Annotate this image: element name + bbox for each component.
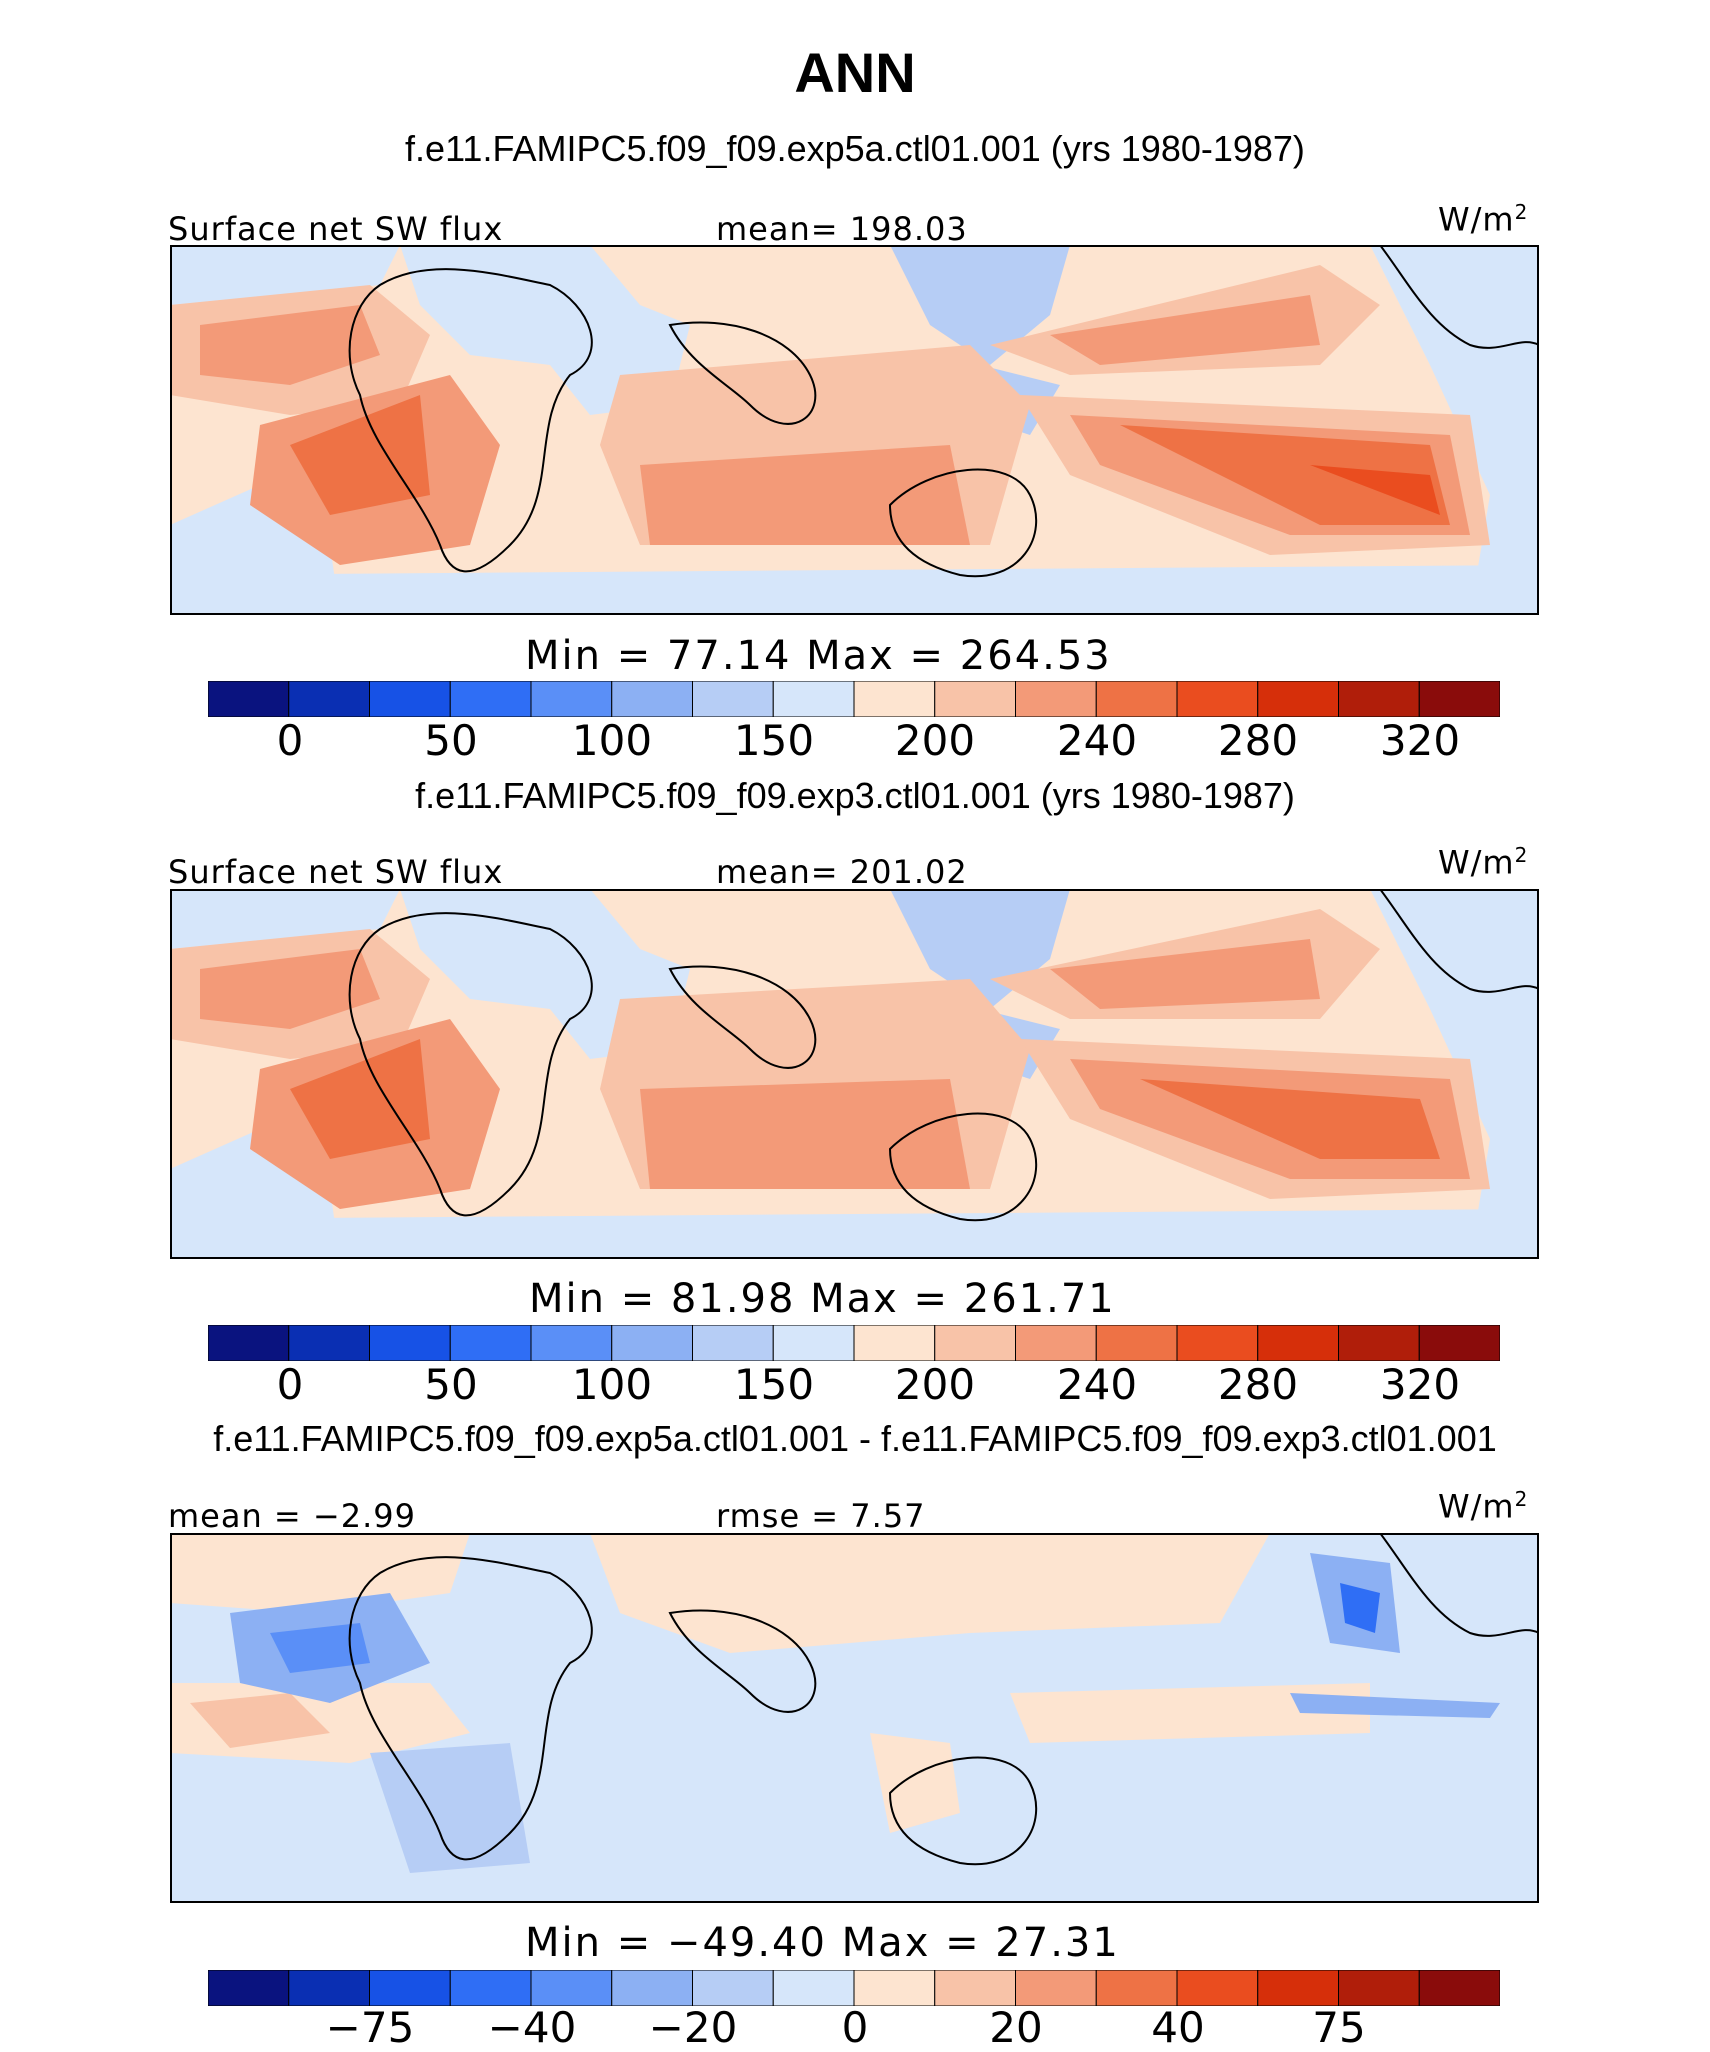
- colorbar-swatch: [1257, 1325, 1339, 1361]
- panel-3-tick: 0: [841, 2003, 869, 2052]
- colorbar-swatch: [449, 1970, 532, 2006]
- panel-2-minmax: Min = 81.98 Max = 261.71: [529, 1276, 1116, 1322]
- panel-2-units-label: W/m2: [1438, 843, 1529, 882]
- panel-1-case-label: f.e11.FAMIPC5.f09_f09.exp5a.ctl01.001 (y…: [405, 128, 1305, 169]
- panel-3-tick: 40: [1151, 2003, 1205, 2052]
- panel-2-tick: 240: [1056, 1360, 1138, 1409]
- panel-3-rmse-label: rmse = 7.57: [716, 1497, 926, 1535]
- colorbar-swatch: [1338, 1325, 1420, 1361]
- colorbar-swatch: [1176, 1325, 1259, 1361]
- panel-2-case-label: f.e11.FAMIPC5.f09_f09.exp3.ctl01.001 (yr…: [415, 775, 1295, 816]
- panel-3-tick: −40: [487, 2003, 577, 2052]
- colorbar-swatch: [1257, 681, 1339, 717]
- panel-3-mean-label: mean = −2.99: [168, 1497, 416, 1535]
- panel-3-map: [170, 1533, 1539, 1903]
- colorbar-swatch: [208, 681, 290, 717]
- panel-2-tick: 280: [1217, 1360, 1299, 1409]
- colorbar-swatch: [934, 1325, 1016, 1361]
- colorbar-swatch: [1418, 1970, 1500, 2006]
- colorbar-swatch: [449, 1325, 532, 1361]
- panel-1-tick: 280: [1217, 716, 1299, 765]
- colorbar-swatch: [1338, 681, 1420, 717]
- colorbar-swatch: [692, 681, 774, 717]
- panel-1-tick: 200: [894, 716, 976, 765]
- colorbar-swatch: [1015, 1970, 1097, 2006]
- panel-1-mean-label: mean= 198.03: [716, 210, 968, 248]
- panel-2-tick: 100: [571, 1360, 653, 1409]
- colorbar-swatch: [1257, 1970, 1339, 2006]
- panel-3-tick: −20: [648, 2003, 738, 2052]
- colorbar-swatch: [288, 681, 370, 717]
- colorbar-swatch: [853, 681, 936, 717]
- colorbar-swatch: [288, 1970, 370, 2006]
- panel-1-variable-label: Surface net SW flux: [168, 210, 504, 248]
- panel-1-tick: 150: [733, 716, 815, 765]
- panel-1-tick: 240: [1056, 716, 1138, 765]
- colorbar-swatch: [772, 1325, 855, 1361]
- panel-1-minmax: Min = 77.14 Max = 264.53: [525, 633, 1112, 679]
- panel-1-tick: 100: [571, 716, 653, 765]
- panel-3-tick: 75: [1312, 2003, 1366, 2052]
- panel-1-map: [170, 245, 1539, 615]
- colorbar-swatch: [369, 681, 451, 717]
- panel-2-tick: 320: [1379, 1360, 1461, 1409]
- colorbar-swatch: [208, 1325, 290, 1361]
- panel-3-tick: −75: [325, 2003, 415, 2052]
- colorbar-swatch: [853, 1970, 936, 2006]
- colorbar-swatch: [449, 681, 532, 717]
- panel-1-tick: 320: [1379, 716, 1461, 765]
- colorbar-swatch: [934, 1970, 1016, 2006]
- colorbar-swatch: [853, 1325, 936, 1361]
- panel-3-case-label: f.e11.FAMIPC5.f09_f09.exp5a.ctl01.001 - …: [213, 1418, 1497, 1459]
- panel-2-colorbar: [208, 1325, 1500, 1361]
- colorbar-swatch: [288, 1325, 370, 1361]
- colorbar-swatch: [1095, 681, 1178, 717]
- panel-1-tick: 50: [424, 716, 478, 765]
- colorbar-swatch: [369, 1325, 451, 1361]
- panel-3-units-label: W/m2: [1438, 1487, 1529, 1526]
- colorbar-swatch: [1176, 681, 1259, 717]
- colorbar-swatch: [208, 1970, 290, 2006]
- colorbar-swatch: [934, 681, 1016, 717]
- colorbar-swatch: [611, 681, 693, 717]
- panel-1-colorbar: [208, 681, 1500, 717]
- panel-2-variable-label: Surface net SW flux: [168, 853, 504, 891]
- panel-2-tick: 150: [733, 1360, 815, 1409]
- colorbar-swatch: [1418, 681, 1500, 717]
- colorbar-swatch: [1338, 1970, 1420, 2006]
- colorbar-swatch: [1176, 1970, 1259, 2006]
- colorbar-swatch: [772, 1970, 855, 2006]
- colorbar-swatch: [692, 1325, 774, 1361]
- colorbar-swatch: [611, 1970, 693, 2006]
- colorbar-swatch: [530, 1325, 613, 1361]
- panel-3-colorbar: [208, 1970, 1500, 2006]
- colorbar-swatch: [530, 681, 613, 717]
- panel-2-tick: 50: [424, 1360, 478, 1409]
- panel-3-tick: 20: [989, 2003, 1043, 2052]
- colorbar-swatch: [1095, 1325, 1178, 1361]
- colorbar-swatch: [772, 681, 855, 717]
- colorbar-swatch: [530, 1970, 613, 2006]
- colorbar-swatch: [1418, 1325, 1500, 1361]
- colorbar-swatch: [369, 1970, 451, 2006]
- panel-1-units-label: W/m2: [1438, 200, 1529, 239]
- colorbar-swatch: [692, 1970, 774, 2006]
- panel-3-minmax: Min = −49.40 Max = 27.31: [525, 1920, 1120, 1966]
- panel-2-map: [170, 889, 1539, 1259]
- colorbar-swatch: [1095, 1970, 1178, 2006]
- figure-title: ANN: [794, 41, 916, 104]
- panel-1-tick: 0: [276, 716, 304, 765]
- colorbar-swatch: [1015, 681, 1097, 717]
- panel-2-tick: 0: [276, 1360, 304, 1409]
- colorbar-swatch: [611, 1325, 693, 1361]
- panel-2-tick: 200: [894, 1360, 976, 1409]
- panel-2-mean-label: mean= 201.02: [716, 853, 968, 891]
- colorbar-swatch: [1015, 1325, 1097, 1361]
